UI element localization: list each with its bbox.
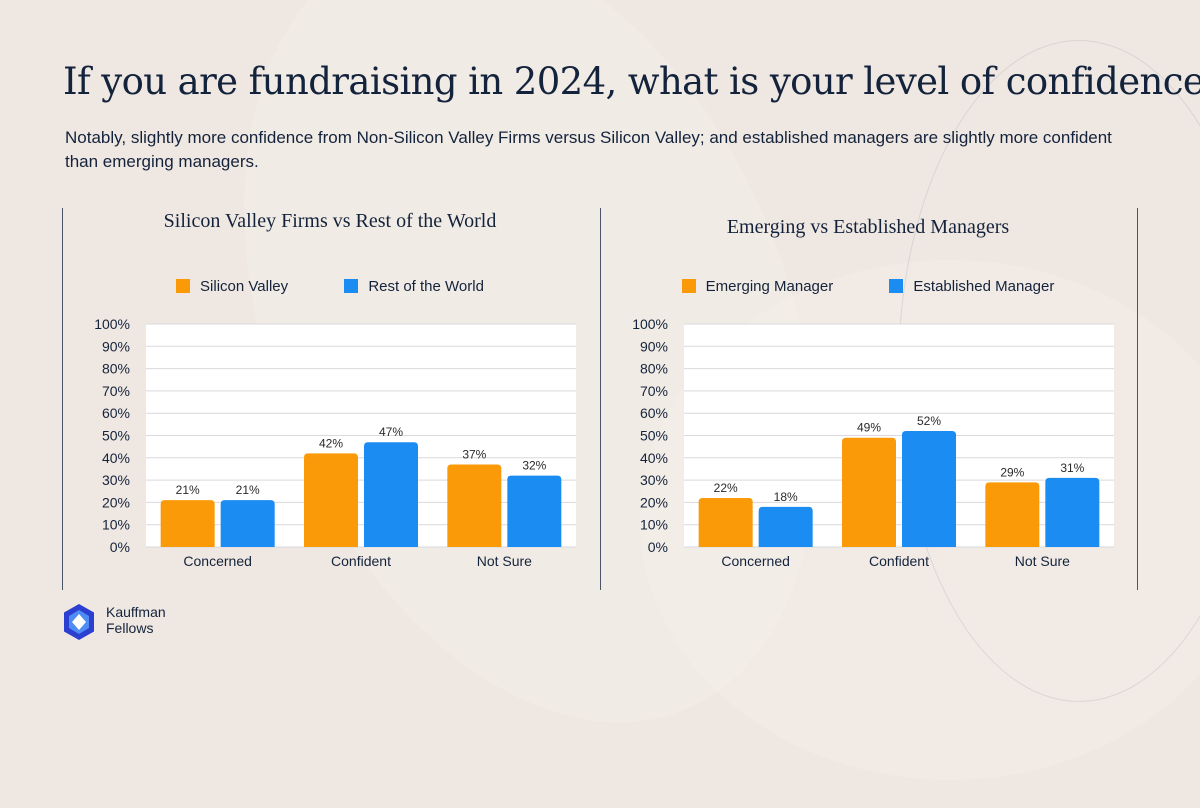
legend-item: Silicon Valley — [176, 278, 288, 295]
bar — [507, 475, 562, 547]
data-label: 49% — [857, 421, 881, 435]
chart-panel-managers: Emerging vs Established Managers Emergin… — [608, 200, 1128, 600]
y-tick-label: 70% — [640, 383, 668, 399]
y-tick-label: 20% — [640, 494, 668, 510]
page-title: If you are fundraising in 2024, what is … — [63, 60, 1200, 103]
y-tick-label: 60% — [640, 405, 668, 421]
bar — [364, 442, 418, 547]
bar — [758, 506, 813, 547]
panel-divider — [600, 208, 601, 590]
y-tick-label: 0% — [648, 539, 668, 555]
bar — [220, 500, 275, 547]
y-tick-label: 50% — [640, 428, 668, 444]
logo-text: Kauffman Fellows — [106, 604, 166, 636]
x-tick-label: Not Sure — [1015, 553, 1070, 569]
y-tick-label: 30% — [102, 472, 130, 488]
y-tick-label: 90% — [640, 338, 668, 354]
chart-panel-silicon-valley: Silicon Valley Firms vs Rest of the Worl… — [70, 200, 590, 600]
legend-swatch — [681, 279, 696, 293]
bar — [698, 497, 753, 547]
kauffman-fellows-logo: Kauffman Fellows — [62, 603, 212, 643]
data-label: 32% — [522, 459, 546, 473]
data-label: 37% — [462, 447, 486, 461]
bar-chart-managers: 0% 10% 20% 30% 40% 50% 60% 70% 80% 90% 100% 22% 18% C… — [632, 316, 1114, 569]
legend-label: Established Manager — [913, 278, 1055, 295]
data-label: 29% — [1000, 465, 1024, 479]
legend-label: Emerging Manager — [705, 278, 834, 295]
y-tick-label: 10% — [102, 517, 130, 533]
panel-divider — [1137, 208, 1138, 590]
data-label: 47% — [379, 425, 403, 439]
chart-title: Silicon Valley Firms vs Rest of the Worl… — [163, 210, 497, 232]
y-tick-label: 30% — [640, 472, 668, 488]
data-label: 21% — [236, 483, 260, 497]
y-tick-label: 70% — [102, 383, 130, 399]
y-tick-label: 100% — [632, 316, 668, 332]
chart-legend: Emerging Manager Established Manager — [608, 278, 1128, 295]
data-label: 42% — [319, 436, 343, 450]
bar-chart-silicon-valley: 0% 10% 20% 30% 40% 50% 60% 70% 80% 90% 100% 21% 21% C… — [94, 316, 576, 569]
data-label: 22% — [714, 481, 738, 495]
panel-divider — [62, 208, 63, 590]
bar — [447, 464, 502, 547]
y-tick-label: 20% — [102, 494, 130, 510]
y-tick-label: 60% — [102, 405, 130, 421]
legend-item: Established Manager — [889, 278, 1054, 295]
x-tick-label: Confident — [331, 553, 391, 569]
chart-title: Emerging vs Established Managers — [726, 216, 1010, 238]
legend-swatch — [176, 279, 191, 293]
kauffman-fellows-logo-icon — [64, 604, 94, 640]
bar — [160, 500, 215, 547]
bar — [902, 431, 956, 547]
bar — [1045, 477, 1100, 547]
y-tick-label: 50% — [102, 428, 130, 444]
y-tick-label: 40% — [640, 450, 668, 466]
legend-swatch — [344, 279, 359, 293]
legend-swatch — [889, 279, 904, 293]
y-tick-label: 100% — [94, 316, 130, 332]
y-tick-label: 10% — [640, 517, 668, 533]
bar — [842, 437, 896, 547]
y-tick-label: 0% — [110, 539, 130, 555]
legend-item: Rest of the World — [344, 278, 484, 295]
bar — [304, 453, 358, 547]
y-tick-label: 80% — [640, 361, 668, 377]
x-tick-label: Concerned — [721, 553, 790, 569]
chart-legend: Silicon Valley Rest of the World — [70, 278, 590, 295]
x-tick-label: Confident — [869, 553, 929, 569]
data-label: 18% — [774, 490, 798, 504]
x-tick-label: Not Sure — [477, 553, 532, 569]
y-tick-label: 90% — [102, 338, 130, 354]
bar — [985, 482, 1040, 547]
y-tick-label: 80% — [102, 361, 130, 377]
legend-label: Rest of the World — [368, 278, 484, 295]
x-tick-label: Concerned — [183, 553, 252, 569]
page-subtitle: Notably, slightly more confidence from N… — [65, 128, 1112, 171]
legend-label: Silicon Valley — [200, 278, 289, 295]
data-label: 31% — [1060, 461, 1084, 475]
data-label: 21% — [176, 483, 200, 497]
y-tick-label: 40% — [102, 450, 130, 466]
data-label: 52% — [917, 414, 941, 428]
legend-item: Emerging Manager — [681, 278, 834, 295]
